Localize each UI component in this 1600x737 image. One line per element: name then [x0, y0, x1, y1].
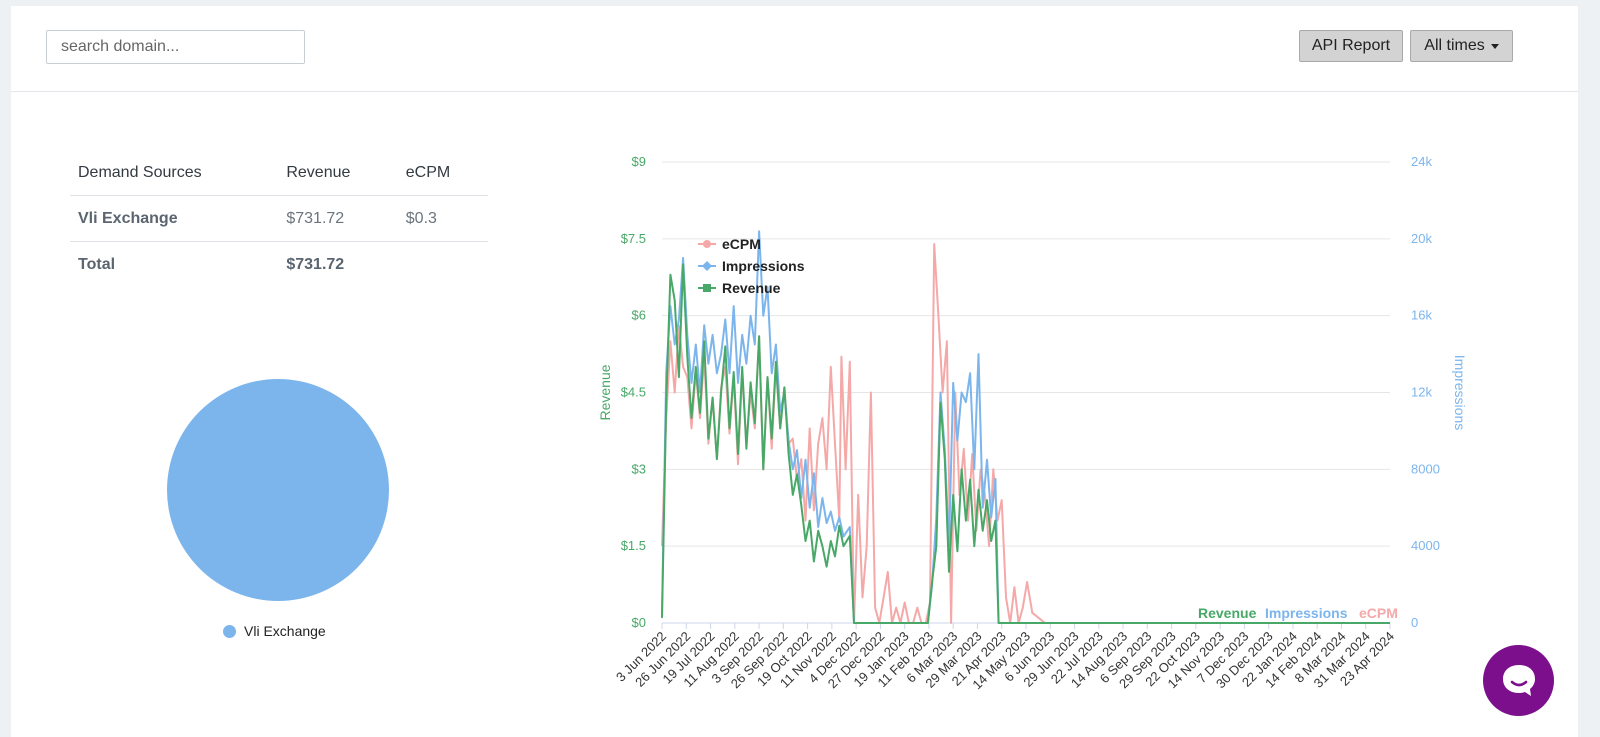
pie-slice-vli-exchange[interactable] — [167, 379, 389, 601]
y-left-tick-label: $3 — [632, 461, 646, 476]
legend-label-impressions: Impressions — [722, 258, 805, 274]
y-left-tick-label: $1.5 — [621, 538, 646, 553]
y-left-tick-label: $4.5 — [621, 385, 646, 400]
demand-sources-table: Demand Sources Revenue eCPM Vli Exchange… — [70, 151, 488, 287]
legend-marker-revenue — [703, 284, 711, 292]
chat-bubble-icon — [1502, 664, 1535, 696]
y-right-tick-label: 12k — [1411, 385, 1432, 400]
pie-legend-item[interactable]: Vli Exchange — [223, 623, 326, 639]
y-left-tick-label: $9 — [632, 154, 646, 169]
total-label: Total — [78, 255, 116, 273]
legend-label-revenue: Revenue — [722, 280, 781, 296]
pie-legend-label: Vli Exchange — [244, 623, 326, 639]
y-right-axis-title: Impressions — [1452, 355, 1468, 430]
legend-marker-impressions — [702, 261, 712, 271]
bottom-legend-ecpm: eCPM — [1359, 605, 1398, 621]
bottom-legend-revenue: Revenue — [1198, 605, 1257, 621]
bottom-legend-impressions: Impressions — [1265, 605, 1348, 621]
y-left-tick-label: $6 — [632, 308, 646, 323]
chevron-down-icon — [1490, 43, 1499, 49]
table-row: Vli Exchange $731.72 $0.3 — [70, 195, 488, 242]
y-right-tick-label: 20k — [1411, 231, 1432, 246]
series-line-impressions — [661, 230, 1390, 624]
top-toolbar: API Report All times — [11, 6, 1578, 92]
dashboard-card: API Report All times Demand Sources Reve… — [11, 6, 1578, 737]
series-line-revenue — [661, 263, 1390, 624]
y-right-tick-label: 16k — [1411, 308, 1432, 323]
total-ecpm-empty — [398, 242, 488, 288]
revenue-cell: $731.72 — [278, 195, 398, 242]
search-input[interactable] — [46, 30, 305, 64]
y-right-tick-label: 24k — [1411, 154, 1432, 169]
legend-label-ecpm: eCPM — [722, 236, 761, 252]
total-row: Total $731.72 — [70, 242, 488, 288]
y-right-tick-label: 0 — [1411, 615, 1418, 630]
total-revenue: $731.72 — [286, 255, 345, 273]
source-name-cell: Vli Exchange — [70, 195, 279, 242]
y-left-tick-label: $7.5 — [621, 231, 646, 246]
time-range-dropdown[interactable]: All times — [1410, 30, 1513, 62]
chat-widget-button[interactable] — [1483, 645, 1554, 716]
col-header-ecpm: eCPM — [397, 151, 488, 196]
table-header-row: Demand Sources Revenue eCPM — [70, 151, 488, 196]
y-right-tick-label: 4000 — [1411, 538, 1440, 553]
legend-marker-ecpm — [703, 240, 711, 248]
api-report-label: API Report — [1311, 37, 1391, 54]
api-report-button[interactable]: API Report — [1299, 30, 1403, 62]
time-series-chart: $0 $1.5 $3 $4.5 $6 $7.5 $9 0 4000 8000 12k 16k 20k 24… — [597, 154, 1468, 692]
pie-chart — [167, 379, 389, 601]
y-right-tick-label: 8000 — [1411, 461, 1440, 476]
ecpm-cell: $0.3 — [397, 195, 488, 242]
col-header-demand-sources: Demand Sources — [70, 151, 279, 196]
y-left-axis-title: Revenue — [597, 364, 613, 420]
time-range-label: All times — [1424, 37, 1485, 54]
y-left-tick-label: $0 — [632, 615, 646, 630]
col-header-revenue: Revenue — [278, 151, 398, 196]
legend-dot-icon — [223, 624, 236, 638]
